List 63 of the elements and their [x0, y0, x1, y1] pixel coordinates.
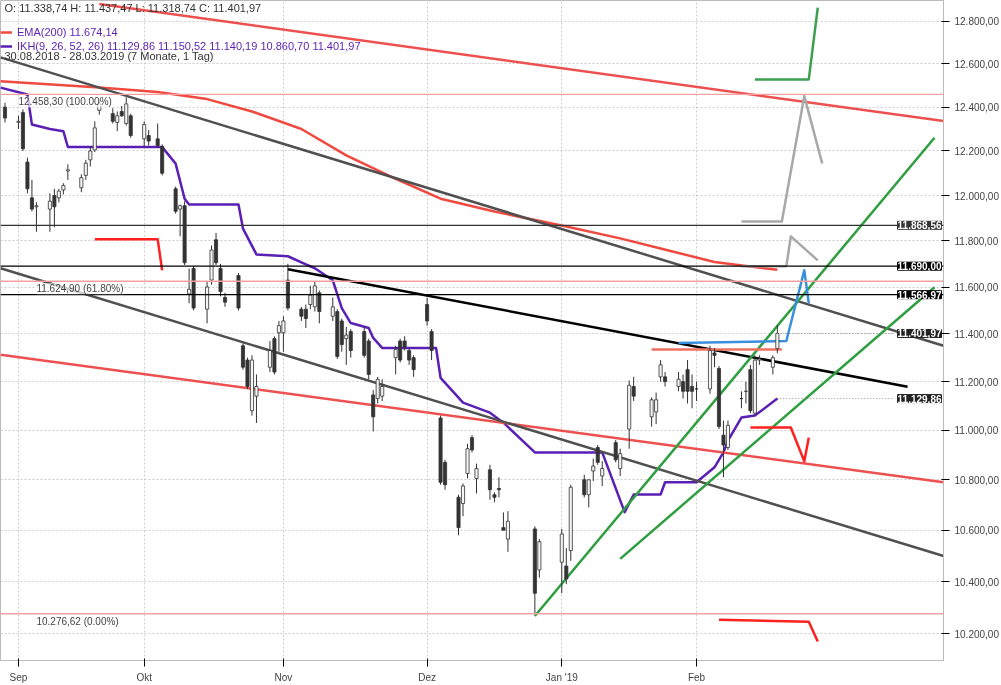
candlestick: [595, 444, 600, 466]
candlestick: [142, 120, 147, 149]
line-series: [0, 79, 779, 272]
candlestick: [496, 476, 501, 498]
x-tick-label: Nov: [274, 671, 293, 683]
candlestick: [725, 419, 730, 451]
ref-line-label: 11.868,56: [897, 220, 942, 232]
candlestick: [775, 324, 780, 354]
candlestick: [649, 396, 654, 428]
candlestick: [218, 263, 223, 297]
candlestick: [281, 315, 286, 353]
annotation: 11.129,86: [897, 393, 942, 405]
line-series: [677, 269, 811, 345]
candlestick: [3, 102, 7, 123]
candlestick: [155, 122, 160, 149]
y-tick-label: 10.800,00: [954, 474, 1000, 486]
candlestick: [65, 163, 70, 181]
y-tick-label: 11.400,00: [954, 328, 999, 340]
line-series: [0, 86, 779, 514]
y-tick-label: 12.000,00: [954, 190, 1000, 202]
candlestick: [303, 304, 308, 329]
ref-line-label: 11.566,97: [897, 289, 942, 301]
candlestick: [505, 510, 510, 553]
y-tick-label: 12.400,00: [954, 102, 1000, 114]
x-tick-label: Feb: [687, 671, 706, 683]
y-tick-label: 10.200,00: [954, 628, 1000, 640]
annotation: 11.401,97: [897, 328, 942, 340]
candlestick: [115, 110, 120, 132]
legend-label: EMA(200) 11.674,14: [17, 26, 118, 38]
candlestick: [348, 328, 353, 359]
candlestick: [694, 381, 699, 402]
candlestick: [770, 354, 775, 375]
candlestick: [564, 547, 569, 585]
candlestick: [586, 479, 591, 508]
x-tick-label: Okt: [136, 671, 153, 683]
candlestick: [425, 296, 430, 327]
y-tick-label: 11.600,00: [954, 282, 999, 294]
candlestick: [223, 292, 227, 308]
candlestick: [205, 280, 210, 324]
annotation: 12.458,30 (100.00%): [18, 96, 112, 108]
x-tick-label: Dez: [418, 671, 436, 683]
candlestick: [308, 285, 313, 310]
y-tick-label: 11.000,00: [954, 425, 999, 437]
y-tick-label: 12.200,00: [954, 145, 1000, 157]
ref-line-label: 11.690,00: [897, 261, 942, 273]
y-tick-label: 11.200,00: [954, 376, 999, 388]
annotation: 10.276,62 (0.00%): [36, 615, 119, 627]
candlestick: [474, 463, 479, 495]
candlestick: [591, 458, 596, 482]
y-tick-label: 10.400,00: [954, 576, 1000, 588]
candlestick: [582, 474, 587, 498]
x-tick-label: Jan '19: [545, 671, 579, 683]
candlestick: [721, 419, 726, 478]
y-tick-label: 11.800,00: [954, 235, 999, 247]
candlestick: [600, 460, 605, 487]
candlestick: [685, 359, 690, 404]
candlestick: [658, 359, 663, 383]
y-tick-label: 10.600,00: [954, 525, 1000, 537]
annotation: 11.624,90 (61.80%): [36, 283, 124, 295]
y-tick-label: 12.800,00: [954, 16, 1000, 28]
x-tick-label: Sep: [9, 671, 28, 683]
candlestick: [429, 328, 434, 361]
y-tick-label: 12.600,00: [954, 58, 1000, 70]
